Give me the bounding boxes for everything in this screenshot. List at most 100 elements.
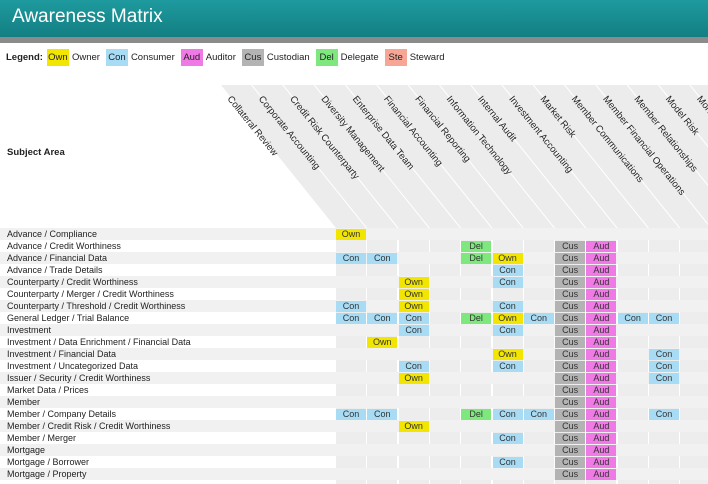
matrix-cell-cus[interactable]: Cus <box>555 277 586 288</box>
table-row[interactable]: Advance / Credit Worthiness <box>0 240 708 252</box>
matrix-cell-con[interactable]: Con <box>649 373 679 384</box>
table-row[interactable]: Mortgage / Property <box>0 468 708 480</box>
matrix-cell-aud[interactable]: Aud <box>586 325 617 336</box>
matrix-cell-con[interactable]: Con <box>336 253 366 264</box>
matrix-cell-del[interactable]: Del <box>461 253 492 264</box>
matrix-cell-cus[interactable]: Cus <box>555 457 586 468</box>
matrix-cell-con[interactable]: Con <box>649 361 679 372</box>
matrix-cell-del[interactable]: Del <box>461 313 492 324</box>
matrix-cell-own[interactable]: Own <box>492 253 523 264</box>
matrix-cell-aud[interactable]: Aud <box>586 349 617 360</box>
matrix-cell-aud[interactable]: Aud <box>586 469 617 480</box>
matrix-cell-aud[interactable]: Aud <box>586 337 617 348</box>
matrix-cell-aud[interactable]: Aud <box>586 313 617 324</box>
matrix-cell-con[interactable]: Con <box>649 313 679 324</box>
matrix-cell-cus[interactable]: Cus <box>555 325 586 336</box>
matrix-cell-con[interactable]: Con <box>336 313 366 324</box>
matrix-cell-cus[interactable]: Cus <box>555 253 586 264</box>
matrix-cell-aud[interactable]: Aud <box>586 397 617 408</box>
matrix-cell-cus[interactable]: Cus <box>555 433 586 444</box>
matrix-cell-con[interactable]: Con <box>492 277 523 288</box>
matrix-cell-own[interactable]: Own <box>492 349 523 360</box>
matrix-cell-cus[interactable]: Cus <box>555 349 586 360</box>
table-row[interactable]: Investment / Uncategorized Data <box>0 360 708 372</box>
table-row[interactable]: Investment / Financial Data <box>0 348 708 360</box>
matrix-cell-own[interactable]: Own <box>398 373 429 384</box>
matrix-cell-aud[interactable]: Aud <box>586 445 617 456</box>
matrix-cell-aud[interactable]: Aud <box>586 373 617 384</box>
matrix-cell-own[interactable]: Own <box>398 301 429 312</box>
matrix-cell-cus[interactable]: Cus <box>555 289 586 300</box>
matrix-cell-aud[interactable]: Aud <box>586 253 617 264</box>
row-label: Investment / Data Enrichment / Financial… <box>7 337 191 347</box>
matrix-cell-con[interactable]: Con <box>336 409 366 420</box>
table-row[interactable]: Counterparty / Credit Worthiness <box>0 276 708 288</box>
column-header-band <box>659 85 708 146</box>
matrix-cell-con[interactable]: Con <box>492 361 523 372</box>
matrix-cell-con[interactable]: Con <box>492 409 523 420</box>
matrix-cell-con[interactable]: Con <box>492 301 523 312</box>
matrix-cell-con[interactable]: Con <box>523 313 554 324</box>
matrix-cell-own[interactable]: Own <box>336 229 366 240</box>
matrix-cell-own[interactable]: Own <box>398 277 429 288</box>
matrix-cell-aud[interactable]: Aud <box>586 409 617 420</box>
matrix-cell-aud[interactable]: Aud <box>586 421 617 432</box>
matrix-cell-own[interactable]: Own <box>398 289 429 300</box>
matrix-cell-aud[interactable]: Aud <box>586 241 617 252</box>
matrix-cell-con[interactable]: Con <box>367 409 398 420</box>
matrix-cell-con[interactable]: Con <box>492 325 523 336</box>
matrix-cell-aud[interactable]: Aud <box>586 301 617 312</box>
matrix-cell-own[interactable]: Own <box>367 337 398 348</box>
matrix-cell-con[interactable]: Con <box>492 457 523 468</box>
table-row[interactable]: Investment / Data Enrichment / Financial… <box>0 336 708 348</box>
table-row[interactable]: Issuer / Security / Credit Worthiness <box>0 372 708 384</box>
matrix-cell-con[interactable]: Con <box>523 409 554 420</box>
table-row[interactable]: Member / Merger <box>0 432 708 444</box>
matrix-cell-con[interactable]: Con <box>398 361 429 372</box>
table-row[interactable]: Mortgage / Borrower <box>0 456 708 468</box>
matrix-cell-cus[interactable]: Cus <box>555 301 586 312</box>
matrix-cell-con[interactable]: Con <box>649 349 679 360</box>
matrix-cell-del[interactable]: Del <box>461 241 492 252</box>
matrix-cell-aud[interactable]: Aud <box>586 385 617 396</box>
matrix-cell-con[interactable]: Con <box>336 301 366 312</box>
matrix-cell-own[interactable]: Own <box>492 313 523 324</box>
matrix-cell-cus[interactable]: Cus <box>555 469 586 480</box>
matrix-cell-cus[interactable]: Cus <box>555 397 586 408</box>
table-row[interactable]: Mortgage <box>0 444 708 456</box>
table-row[interactable]: Member / Company Details <box>0 408 708 420</box>
table-row[interactable]: Investment <box>0 324 708 336</box>
table-row[interactable]: General Ledger / Trial Balance <box>0 312 708 324</box>
matrix-cell-aud[interactable]: Aud <box>586 277 617 288</box>
matrix-cell-con[interactable]: Con <box>649 409 679 420</box>
matrix-cell-con[interactable]: Con <box>367 313 398 324</box>
matrix-cell-cus[interactable]: Cus <box>555 445 586 456</box>
table-row[interactable]: Advance / Trade Details <box>0 264 708 276</box>
matrix-cell-del[interactable]: Del <box>461 409 492 420</box>
matrix-cell-cus[interactable]: Cus <box>555 373 586 384</box>
matrix-cell-cus[interactable]: Cus <box>555 313 586 324</box>
matrix-cell-cus[interactable]: Cus <box>555 421 586 432</box>
matrix-cell-aud[interactable]: Aud <box>586 265 617 276</box>
matrix-cell-own[interactable]: Own <box>398 421 429 432</box>
matrix-cell-cus[interactable]: Cus <box>555 409 586 420</box>
matrix-cell-con[interactable]: Con <box>492 433 523 444</box>
matrix-cell-cus[interactable]: Cus <box>555 337 586 348</box>
matrix-cell-con[interactable]: Con <box>398 313 429 324</box>
matrix-cell-cus[interactable]: Cus <box>555 241 586 252</box>
matrix-cell-cus[interactable]: Cus <box>555 385 586 396</box>
matrix-cell-aud[interactable]: Aud <box>586 433 617 444</box>
matrix-cell-con[interactable]: Con <box>367 253 398 264</box>
matrix-cell-cus[interactable]: Cus <box>555 265 586 276</box>
matrix-cell-con[interactable]: Con <box>492 265 523 276</box>
matrix-cell-con[interactable]: Con <box>398 325 429 336</box>
matrix-cell-cus[interactable]: Cus <box>555 361 586 372</box>
table-row[interactable]: Market Data / Prices <box>0 384 708 396</box>
table-row[interactable]: Counterparty / Merger / Credit Worthines… <box>0 288 708 300</box>
matrix-cell-aud[interactable]: Aud <box>586 289 617 300</box>
table-row[interactable]: Member <box>0 396 708 408</box>
matrix-cell-aud[interactable]: Aud <box>586 457 617 468</box>
table-row[interactable]: Member / Credit Risk / Credit Worthiness <box>0 420 708 432</box>
matrix-cell-aud[interactable]: Aud <box>586 361 617 372</box>
matrix-cell-con[interactable]: Con <box>617 313 648 324</box>
